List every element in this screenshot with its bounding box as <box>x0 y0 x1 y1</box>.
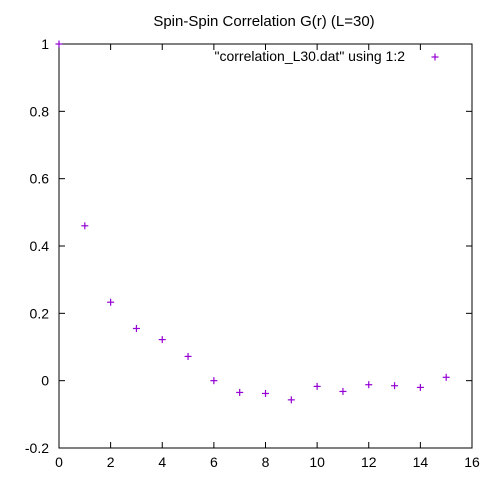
y-tick-label: 0.8 <box>30 103 50 119</box>
data-point <box>132 324 140 332</box>
data-point <box>236 388 244 396</box>
y-tick-label: -0.2 <box>25 440 49 456</box>
data-point <box>391 382 399 390</box>
data-point <box>313 382 321 390</box>
y-tick-label: 0.6 <box>30 171 50 187</box>
data-point <box>107 298 115 306</box>
x-axis: 0 2 4 6 8 10 12 14 16 <box>55 44 480 470</box>
plot-area-frame <box>58 43 473 449</box>
data-point <box>339 387 347 395</box>
y-tick-label: 0.2 <box>30 305 50 321</box>
data-point <box>442 373 450 381</box>
y-tick-label: 0.4 <box>30 238 50 254</box>
x-tick-label: 4 <box>158 454 166 470</box>
data-point <box>158 336 166 344</box>
data-point <box>184 352 192 360</box>
x-tick-label: 0 <box>55 454 63 470</box>
y-axis: -0.2 0 0.2 0.4 0.6 0.8 1 <box>25 36 472 456</box>
legend: "correlation_L30.dat" using 1:2 <box>214 48 439 64</box>
data-point <box>365 381 373 389</box>
x-tick-label: 10 <box>309 454 325 470</box>
y-tick-label: 1 <box>41 36 49 52</box>
legend-marker <box>431 53 439 61</box>
data-point <box>210 377 218 385</box>
data-point <box>416 383 424 391</box>
data-point <box>55 40 63 48</box>
data-point <box>262 389 269 397</box>
x-tick-label: 6 <box>210 454 218 470</box>
x-tick-label: 16 <box>464 454 480 470</box>
x-tick-label: 14 <box>413 454 429 470</box>
data-point <box>81 222 89 230</box>
legend-label: "correlation_L30.dat" using 1:2 <box>214 48 405 64</box>
chart-title: Spin-Spin Correlation G(r) (L=30) <box>153 13 374 30</box>
data-point <box>287 396 295 404</box>
x-tick-label: 2 <box>107 454 115 470</box>
x-tick-label: 12 <box>361 454 377 470</box>
data-series <box>55 40 450 404</box>
y-tick-label: 0 <box>41 373 49 389</box>
x-tick-label: 8 <box>262 454 270 470</box>
